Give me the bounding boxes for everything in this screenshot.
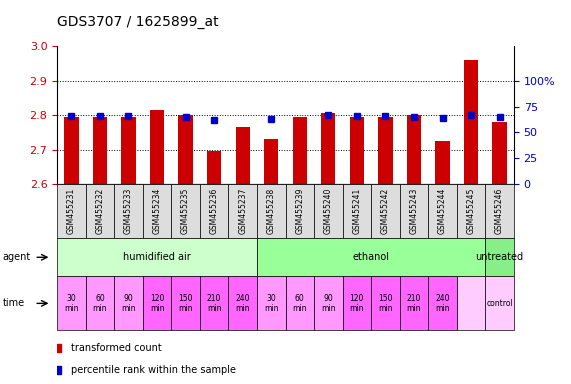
Text: GSM455240: GSM455240: [324, 188, 333, 234]
Bar: [464, 60, 478, 184]
Text: GSM455233: GSM455233: [124, 188, 133, 234]
Text: ethanol: ethanol: [353, 252, 389, 262]
Text: GSM455244: GSM455244: [438, 188, 447, 234]
Bar: [121, 117, 135, 184]
FancyBboxPatch shape: [257, 238, 485, 276]
FancyBboxPatch shape: [228, 184, 257, 238]
Bar: [407, 115, 421, 184]
Text: 150
min: 150 min: [178, 294, 193, 313]
FancyBboxPatch shape: [171, 184, 200, 238]
FancyBboxPatch shape: [228, 276, 257, 330]
FancyBboxPatch shape: [400, 276, 428, 330]
FancyBboxPatch shape: [86, 276, 114, 330]
FancyBboxPatch shape: [457, 276, 485, 330]
FancyBboxPatch shape: [286, 184, 314, 238]
Text: 240
min: 240 min: [235, 294, 250, 313]
FancyBboxPatch shape: [371, 276, 400, 330]
Bar: [378, 117, 392, 184]
Text: GSM455234: GSM455234: [152, 188, 162, 234]
Bar: [264, 139, 278, 184]
FancyBboxPatch shape: [485, 276, 514, 330]
FancyBboxPatch shape: [428, 276, 457, 330]
Bar: [150, 110, 164, 184]
Bar: [349, 117, 364, 184]
Bar: [64, 117, 78, 184]
FancyBboxPatch shape: [371, 184, 400, 238]
Text: agent: agent: [3, 252, 31, 262]
Bar: [93, 117, 107, 184]
FancyBboxPatch shape: [343, 276, 371, 330]
FancyBboxPatch shape: [200, 276, 228, 330]
FancyBboxPatch shape: [400, 184, 428, 238]
FancyBboxPatch shape: [114, 184, 143, 238]
Text: 30
min: 30 min: [264, 294, 279, 313]
Text: GSM455232: GSM455232: [95, 188, 104, 234]
FancyBboxPatch shape: [171, 276, 200, 330]
FancyBboxPatch shape: [143, 276, 171, 330]
FancyBboxPatch shape: [200, 184, 228, 238]
Text: 240
min: 240 min: [435, 294, 450, 313]
Text: 60
min: 60 min: [93, 294, 107, 313]
FancyBboxPatch shape: [314, 276, 343, 330]
Text: GSM455237: GSM455237: [238, 188, 247, 234]
Bar: [492, 122, 506, 184]
Bar: [178, 115, 193, 184]
FancyBboxPatch shape: [428, 184, 457, 238]
FancyBboxPatch shape: [57, 238, 257, 276]
Text: untreated: untreated: [476, 252, 524, 262]
Text: 210
min: 210 min: [407, 294, 421, 313]
Text: GSM455236: GSM455236: [210, 188, 219, 234]
Text: 90
min: 90 min: [321, 294, 336, 313]
FancyBboxPatch shape: [485, 238, 514, 276]
Text: time: time: [3, 298, 25, 308]
Bar: [321, 114, 335, 184]
Bar: [435, 141, 450, 184]
FancyBboxPatch shape: [57, 184, 86, 238]
Text: humidified air: humidified air: [123, 252, 191, 262]
FancyBboxPatch shape: [485, 184, 514, 238]
Text: 120
min: 120 min: [150, 294, 164, 313]
FancyBboxPatch shape: [257, 184, 286, 238]
FancyBboxPatch shape: [86, 184, 114, 238]
Text: percentile rank within the sample: percentile rank within the sample: [71, 364, 236, 375]
Text: 30
min: 30 min: [64, 294, 79, 313]
Text: GSM455242: GSM455242: [381, 188, 390, 234]
Text: 120
min: 120 min: [349, 294, 364, 313]
FancyBboxPatch shape: [314, 184, 343, 238]
Text: control: control: [486, 299, 513, 308]
Text: GSM455235: GSM455235: [181, 188, 190, 234]
Text: GSM455239: GSM455239: [295, 188, 304, 234]
FancyBboxPatch shape: [286, 276, 314, 330]
Text: GSM455243: GSM455243: [409, 188, 419, 234]
Bar: [235, 127, 250, 184]
FancyBboxPatch shape: [114, 276, 143, 330]
Text: GSM455231: GSM455231: [67, 188, 76, 234]
FancyBboxPatch shape: [57, 276, 86, 330]
FancyBboxPatch shape: [343, 184, 371, 238]
FancyBboxPatch shape: [457, 184, 485, 238]
Text: GDS3707 / 1625899_at: GDS3707 / 1625899_at: [57, 15, 219, 29]
Text: GSM455245: GSM455245: [467, 188, 476, 234]
Text: GSM455241: GSM455241: [352, 188, 361, 234]
Text: 90
min: 90 min: [121, 294, 136, 313]
Text: 210
min: 210 min: [207, 294, 222, 313]
Text: GSM455246: GSM455246: [495, 188, 504, 234]
Bar: [292, 117, 307, 184]
Text: 60
min: 60 min: [292, 294, 307, 313]
Text: transformed count: transformed count: [71, 343, 162, 354]
Text: GSM455238: GSM455238: [267, 188, 276, 234]
FancyBboxPatch shape: [143, 184, 171, 238]
FancyBboxPatch shape: [257, 276, 286, 330]
Text: 150
min: 150 min: [378, 294, 393, 313]
Bar: [207, 152, 221, 184]
